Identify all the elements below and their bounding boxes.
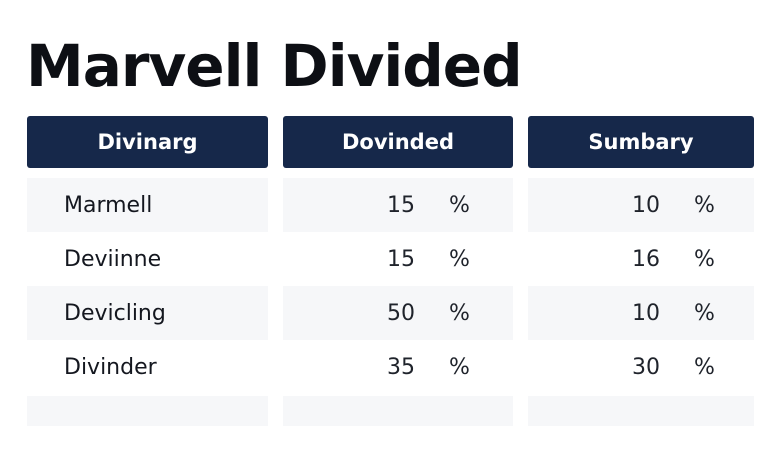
column-header-divinarg: Divinarg xyxy=(27,116,268,168)
cell-value: 16 xyxy=(632,246,660,272)
table-cell-sumbary: 10% xyxy=(528,286,754,340)
cell-value: 10 xyxy=(632,300,660,326)
empty-row-cell xyxy=(528,396,754,426)
column-header-dovinded: Dovinded xyxy=(283,116,513,168)
table-cell-sumbary: 10% xyxy=(528,178,754,232)
empty-row-cell xyxy=(27,396,268,426)
percent-sign: % xyxy=(449,300,470,326)
table-cell-sumbary: 30% xyxy=(528,340,754,394)
percent-sign: % xyxy=(694,300,715,326)
header-gap xyxy=(27,168,754,178)
cell-value: 35 xyxy=(387,354,415,380)
table-row-label: Divinder xyxy=(64,354,157,380)
page-title: Marvell Divided xyxy=(26,32,523,100)
table-row-label: Deviinne xyxy=(64,246,162,272)
cell-value: 50 xyxy=(387,300,415,326)
cell-value: 15 xyxy=(387,246,415,272)
table-cell-sumbary: 16% xyxy=(528,232,754,286)
empty-row-cell xyxy=(283,396,513,426)
percent-sign: % xyxy=(449,354,470,380)
table-cell-dovinded: 50% xyxy=(283,286,513,340)
cell-value: 10 xyxy=(632,192,660,218)
percent-sign: % xyxy=(694,354,715,380)
column-header-sumbary: Sumbary xyxy=(528,116,754,168)
table-row-label: Devicling xyxy=(27,286,268,340)
data-table: Divinarg Dovinded Sumbary Marmell 15% 10… xyxy=(27,116,754,426)
percent-sign: % xyxy=(449,192,470,218)
table-row-label: Marmell xyxy=(27,178,268,232)
cell-value: 30 xyxy=(632,354,660,380)
table-cell-dovinded: 15% xyxy=(283,178,513,232)
percent-sign: % xyxy=(694,246,715,272)
table-cell-dovinded: 35% xyxy=(283,340,513,394)
cell-value: 15 xyxy=(387,192,415,218)
table-cell-dovinded: 15% xyxy=(283,232,513,286)
percent-sign: % xyxy=(694,192,715,218)
percent-sign: % xyxy=(449,246,470,272)
